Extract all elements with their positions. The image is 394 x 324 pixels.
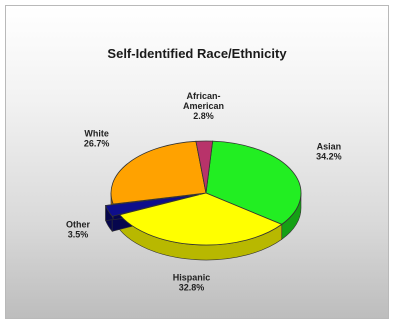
- pie-chart: Asian 34.2% Hispanic 32.8% Other 3.5% White 26.…: [66, 91, 342, 293]
- chart-title: Self-Identified Race/Ethnicity: [107, 46, 287, 61]
- label-other: Other 3.5%: [66, 220, 91, 240]
- slice-other: [104, 194, 199, 217]
- label-white: White 26.7%: [84, 128, 110, 148]
- chart-panel: Self-Identified Race/Ethnicity Asian 34.2…: [5, 5, 389, 319]
- slice-african-american: [195, 140, 214, 194]
- slice-white: [110, 140, 207, 205]
- label-hispanic: Hispanic 32.8%: [173, 273, 211, 293]
- label-asian: Asian 34.2%: [316, 142, 342, 162]
- slice-hispanic: [119, 192, 283, 246]
- label-african-american: African-American 2.8%: [183, 91, 224, 121]
- slice-asian: [205, 140, 302, 225]
